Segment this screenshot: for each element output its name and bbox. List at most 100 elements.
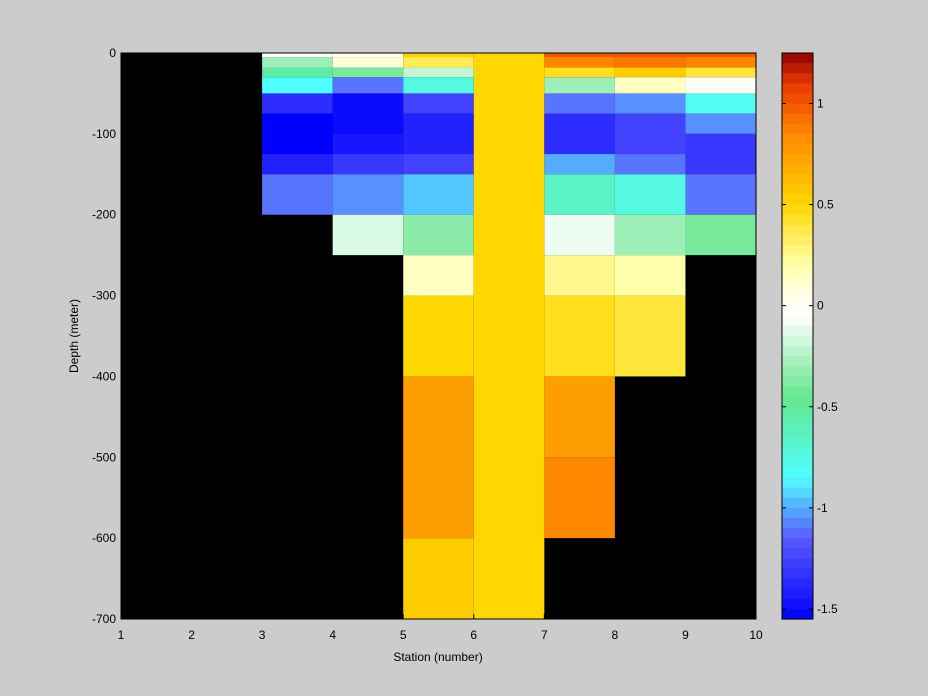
heatmap-cells (262, 53, 756, 619)
heatmap-cell (403, 538, 474, 619)
colorbar-band (782, 568, 813, 580)
colorbar-band (782, 366, 813, 378)
heatmap-cell (614, 67, 686, 78)
colorbar-band (782, 437, 813, 448)
heatmap-cell (614, 255, 686, 296)
colorbar-tick-label: 0 (817, 299, 824, 313)
heatmap-cell (614, 154, 686, 175)
heatmap-cell (403, 174, 474, 215)
colorbar-band (782, 275, 813, 287)
heatmap-cell (614, 93, 686, 114)
colorbar-band (782, 154, 813, 165)
colorbar-band (782, 598, 813, 610)
colorbar-tick-label: -1.5 (817, 602, 838, 616)
colorbar-band (782, 517, 813, 529)
colorbar (782, 53, 813, 620)
colorbar-frame (781, 52, 814, 620)
x-axis-ticks: 1 2 3 4 5 6 7 8 9 10 (118, 614, 763, 642)
colorbar-band (782, 113, 813, 125)
colorbar-band (782, 184, 813, 196)
heatmap-cell (614, 77, 686, 94)
heatmap-cell (614, 57, 686, 68)
colorbar-band (782, 588, 813, 600)
colorbar-band (782, 204, 813, 216)
colorbar-band (782, 467, 813, 479)
y-tick-label: -100 (92, 127, 116, 141)
heatmap-cell (685, 174, 756, 215)
colorbar-band (782, 558, 813, 570)
colorbar-band (782, 53, 813, 64)
heatmap-cell (544, 67, 615, 78)
colorbar-band (782, 83, 813, 95)
y-tick-label: -400 (92, 369, 116, 383)
y-tick-label: -200 (92, 208, 116, 222)
heatmap-cell (403, 113, 474, 155)
colorbar-band (782, 386, 813, 398)
heatmap-cell (544, 57, 615, 68)
colorbar-band (782, 336, 813, 347)
heatmap-cell (685, 214, 756, 256)
colorbar-band (782, 103, 813, 115)
heatmap-cell (685, 133, 756, 175)
colorbar-band (782, 447, 813, 458)
heatmap-cell (614, 214, 686, 256)
heatmap-cell (262, 67, 333, 78)
heatmap-cell (403, 67, 474, 78)
heatmap-cell (544, 93, 615, 114)
heatmap-cell (332, 93, 404, 134)
heatmap-cell (262, 174, 333, 215)
heatmap-cell (332, 53, 404, 58)
heatmap-cell (262, 93, 333, 114)
colorbar-band (782, 406, 813, 418)
x-tick-label: 6 (470, 628, 477, 642)
colorbar-band (782, 376, 813, 388)
heatmap-cell (332, 67, 404, 78)
colorbar-band (782, 528, 813, 539)
x-tick-label: 3 (259, 628, 266, 642)
colorbar-tick-label: 1 (817, 97, 824, 111)
heatmap-cell (262, 77, 333, 94)
colorbar-band (782, 477, 813, 489)
colorbar-band (782, 73, 813, 84)
colorbar-band (782, 487, 813, 499)
colorbar-band (782, 346, 813, 357)
heatmap-cell (332, 77, 404, 94)
heatmap-cell (262, 113, 333, 155)
colorbar-band (782, 123, 813, 135)
colorbar-band (782, 315, 813, 327)
colorbar-band (782, 214, 813, 226)
colorbar-band (782, 194, 813, 206)
heatmap-cell (544, 295, 615, 377)
heatmap-cell (262, 57, 333, 68)
colorbar-band (782, 143, 813, 155)
x-tick-label: 8 (612, 628, 619, 642)
heatmap-cell (332, 57, 404, 68)
colorbar-band (782, 426, 813, 438)
colorbar-band (782, 255, 813, 266)
heatmap-cell (403, 77, 474, 94)
colorbar-band (782, 133, 813, 145)
heatmap-cell (473, 53, 545, 619)
colorbar-band (782, 295, 813, 307)
heatmap-cell (403, 376, 474, 539)
colorbar-band (782, 497, 813, 509)
heatmap-cell (403, 255, 474, 296)
heatmap-cell (403, 295, 474, 377)
heatmap-cell (544, 376, 615, 458)
y-axis-label: Depth (meter) (67, 299, 81, 373)
colorbar-band (782, 416, 813, 428)
heatmap-cell (614, 113, 686, 155)
colorbar-band (782, 507, 813, 519)
colorbar-band (782, 578, 813, 590)
y-axis-ticks: 0 -100 -200 -300 -400 -500 -600 -700 (92, 46, 126, 626)
heatmap-cell (544, 154, 615, 175)
heatmap-cell (544, 113, 615, 155)
heatmap-cell (685, 67, 756, 78)
colorbar-band (782, 356, 813, 367)
heatmap-cell (403, 154, 474, 175)
colorbar-band (782, 608, 813, 620)
colorbar-tick-label: -1 (817, 501, 828, 515)
y-tick-label: -700 (92, 612, 116, 626)
colorbar-band (782, 538, 813, 549)
heatmap-cell (685, 113, 756, 134)
